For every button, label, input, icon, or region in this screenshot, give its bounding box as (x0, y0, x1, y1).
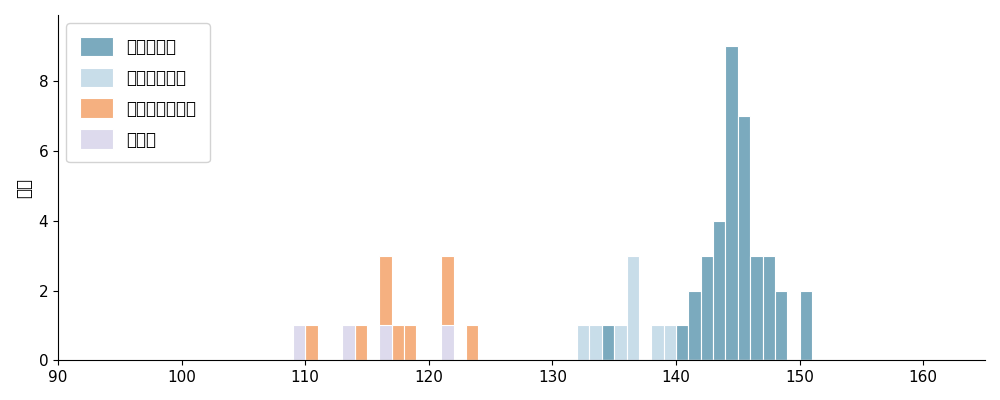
Legend: ストレート, カットボール, チェンジアップ, カーブ: ストレート, カットボール, チェンジアップ, カーブ (66, 23, 210, 162)
Y-axis label: 球数: 球数 (15, 178, 33, 198)
Bar (589, 326, 602, 360)
Bar (392, 326, 404, 360)
Bar (651, 326, 664, 360)
Bar (602, 326, 614, 360)
Bar (342, 326, 355, 360)
Bar (379, 256, 392, 360)
Bar (293, 326, 305, 360)
Bar (664, 326, 676, 360)
Bar (750, 256, 763, 360)
Bar (800, 290, 812, 360)
Bar (725, 46, 738, 360)
Bar (305, 326, 318, 360)
Bar (466, 326, 478, 360)
Bar (441, 256, 454, 360)
Bar (688, 290, 701, 360)
Bar (763, 256, 775, 360)
Bar (404, 326, 416, 360)
Bar (738, 116, 750, 360)
Bar (355, 326, 367, 360)
Bar (676, 326, 688, 360)
Bar (614, 326, 627, 360)
Bar (627, 256, 639, 360)
Bar (589, 326, 602, 360)
Bar (713, 221, 725, 360)
Bar (775, 290, 787, 360)
Bar (577, 326, 589, 360)
Bar (701, 256, 713, 360)
Bar (441, 326, 454, 360)
Bar (379, 326, 392, 360)
